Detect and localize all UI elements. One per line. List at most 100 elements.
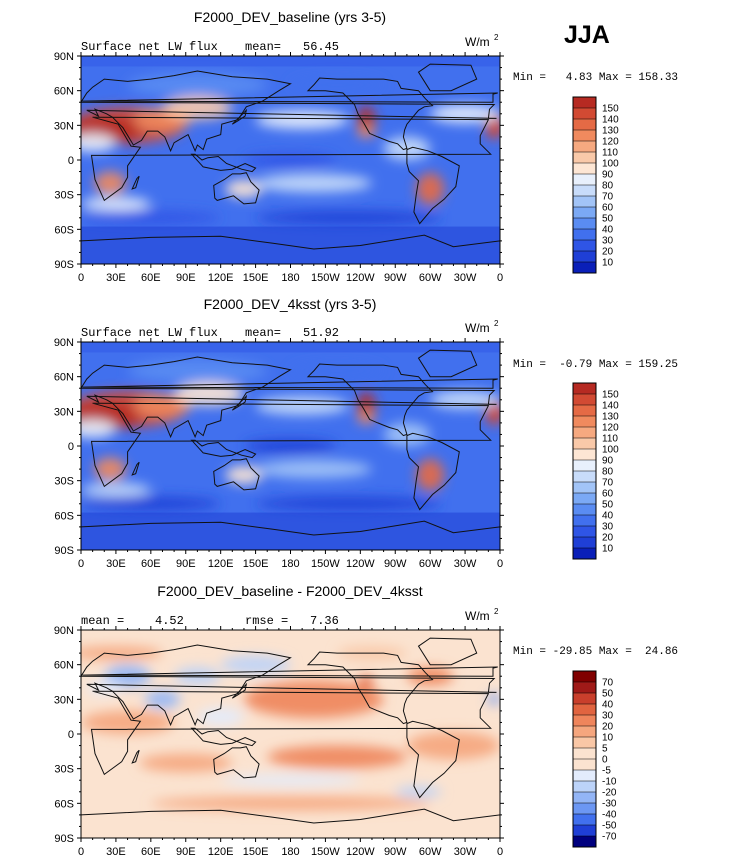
coastline: [306, 77, 434, 151]
coastlines: [81, 63, 500, 264]
map-field-patch: [255, 110, 349, 129]
colorbar-swatch: [573, 814, 596, 826]
x-tick-label: 60W: [419, 272, 442, 284]
colorbar-label: -20: [602, 788, 617, 799]
coastline: [90, 690, 492, 776]
colorbar-label: 150: [602, 390, 619, 401]
panel-baseline: 0 30E 60E 90E 120E 150E 180 150W 120W 90W 60W 30W 09…: [54, 9, 678, 284]
map-field-patch: [174, 382, 244, 406]
coastline: [131, 749, 140, 764]
x-tick-label: 90E: [176, 272, 196, 284]
coastline: [213, 458, 260, 491]
map-field-patch: [255, 173, 372, 193]
x-tick-label: 0: [78, 272, 84, 284]
panel-diff: 0 30E 60E 90E 120E 150E 180 150W 120W 90W 60W 30W 09…: [54, 583, 678, 858]
y-tick-label: 60N: [54, 660, 74, 672]
map-field-patch: [81, 419, 116, 438]
min-max-label: Min = -0.79 Max = 159.25: [513, 359, 678, 371]
map-field-patch: [81, 483, 151, 497]
coastline: [131, 175, 140, 190]
map-field-patch: [197, 707, 244, 726]
coastline: [231, 682, 248, 699]
coastline: [90, 402, 492, 488]
colorbar-label: 70: [602, 192, 614, 203]
colorbar-label: 120: [602, 137, 619, 148]
colorbar-label: -70: [602, 832, 617, 843]
colorbar-swatch: [573, 493, 596, 505]
rmse-value: 7.36: [310, 614, 339, 628]
arctic-band: [81, 342, 500, 353]
colorbar-label: 50: [602, 500, 614, 511]
coastlines: [81, 637, 500, 838]
map-field-patch: [416, 172, 445, 206]
mean-label: mean=: [245, 326, 281, 340]
colorbar-swatch: [573, 185, 596, 197]
map-field-patch: [356, 124, 376, 138]
colorbar-label: 10: [602, 258, 614, 269]
colorbar-label: 20: [602, 722, 614, 733]
x-tick-label: 60W: [419, 846, 442, 858]
colorbar-label: 30: [602, 522, 614, 533]
coastline: [90, 116, 492, 202]
colorbar-swatch: [573, 460, 596, 472]
panel-left-label: mean =: [81, 614, 124, 628]
y-tick-label: 0: [68, 441, 74, 453]
coastline: [82, 378, 498, 389]
colorbar-label: 40: [602, 700, 614, 711]
y-tick-label: 30S: [54, 190, 74, 202]
colorbar-label: -30: [602, 799, 617, 810]
colorbar-swatch: [573, 537, 596, 549]
colorbar-swatch: [573, 471, 596, 483]
coastlines: [81, 349, 500, 550]
colorbar-swatch: [573, 130, 596, 142]
x-tick-label: 30W: [454, 272, 477, 284]
colorbar-swatch: [573, 229, 596, 241]
min-max-label: Min = -29.85 Max = 24.86: [513, 646, 678, 658]
mean-value: 56.45: [303, 40, 339, 54]
map-field-patch: [127, 359, 268, 383]
map-field-patch: [86, 680, 122, 695]
colorbar-swatch: [573, 207, 596, 219]
colorbar-label: 50: [602, 214, 614, 225]
panel-left-label: Surface net LW flux: [81, 326, 218, 340]
map-field-patch: [93, 457, 127, 481]
colorbar-swatch: [573, 405, 596, 417]
colorbar-swatch: [573, 482, 596, 494]
colorbar-swatch: [573, 438, 596, 450]
coastline: [81, 520, 500, 550]
colorbar-label: 80: [602, 467, 614, 478]
coastline: [417, 349, 478, 378]
map-field-patch: [81, 210, 221, 225]
x-tick-label: 120E: [208, 558, 234, 570]
map-field-patch: [267, 745, 407, 769]
coastline: [406, 146, 460, 225]
map-field-patch: [243, 680, 384, 718]
colorbar-swatch: [573, 792, 596, 804]
x-tick-label: 90E: [176, 558, 196, 570]
y-tick-label: 0: [68, 155, 74, 167]
units-superscript: 2: [494, 33, 499, 42]
map-field-patch: [133, 394, 192, 418]
coastline: [82, 666, 498, 677]
colorbar-label: 60: [602, 203, 614, 214]
colorbar-swatch: [573, 449, 596, 461]
colorbar-swatch: [573, 526, 596, 538]
colorbar-label: 100: [602, 159, 619, 170]
map-field-patch: [416, 458, 445, 492]
coastline: [190, 439, 257, 459]
colorbar-swatch: [573, 726, 596, 738]
y-tick-label: 30N: [54, 694, 74, 706]
colorbar-label: 130: [602, 126, 619, 137]
coastline: [231, 394, 248, 411]
coastline: [190, 727, 257, 747]
colorbar-swatch: [573, 383, 596, 395]
x-tick-label: 60E: [141, 272, 161, 284]
map-field-patch: [145, 690, 180, 709]
colorbar-label: 70: [602, 678, 614, 689]
mean-value: 51.92: [303, 326, 339, 340]
colorbar-label: 140: [602, 115, 619, 126]
map-field-patch: [430, 390, 500, 409]
x-tick-label: 90W: [384, 558, 407, 570]
coastline: [131, 461, 140, 476]
